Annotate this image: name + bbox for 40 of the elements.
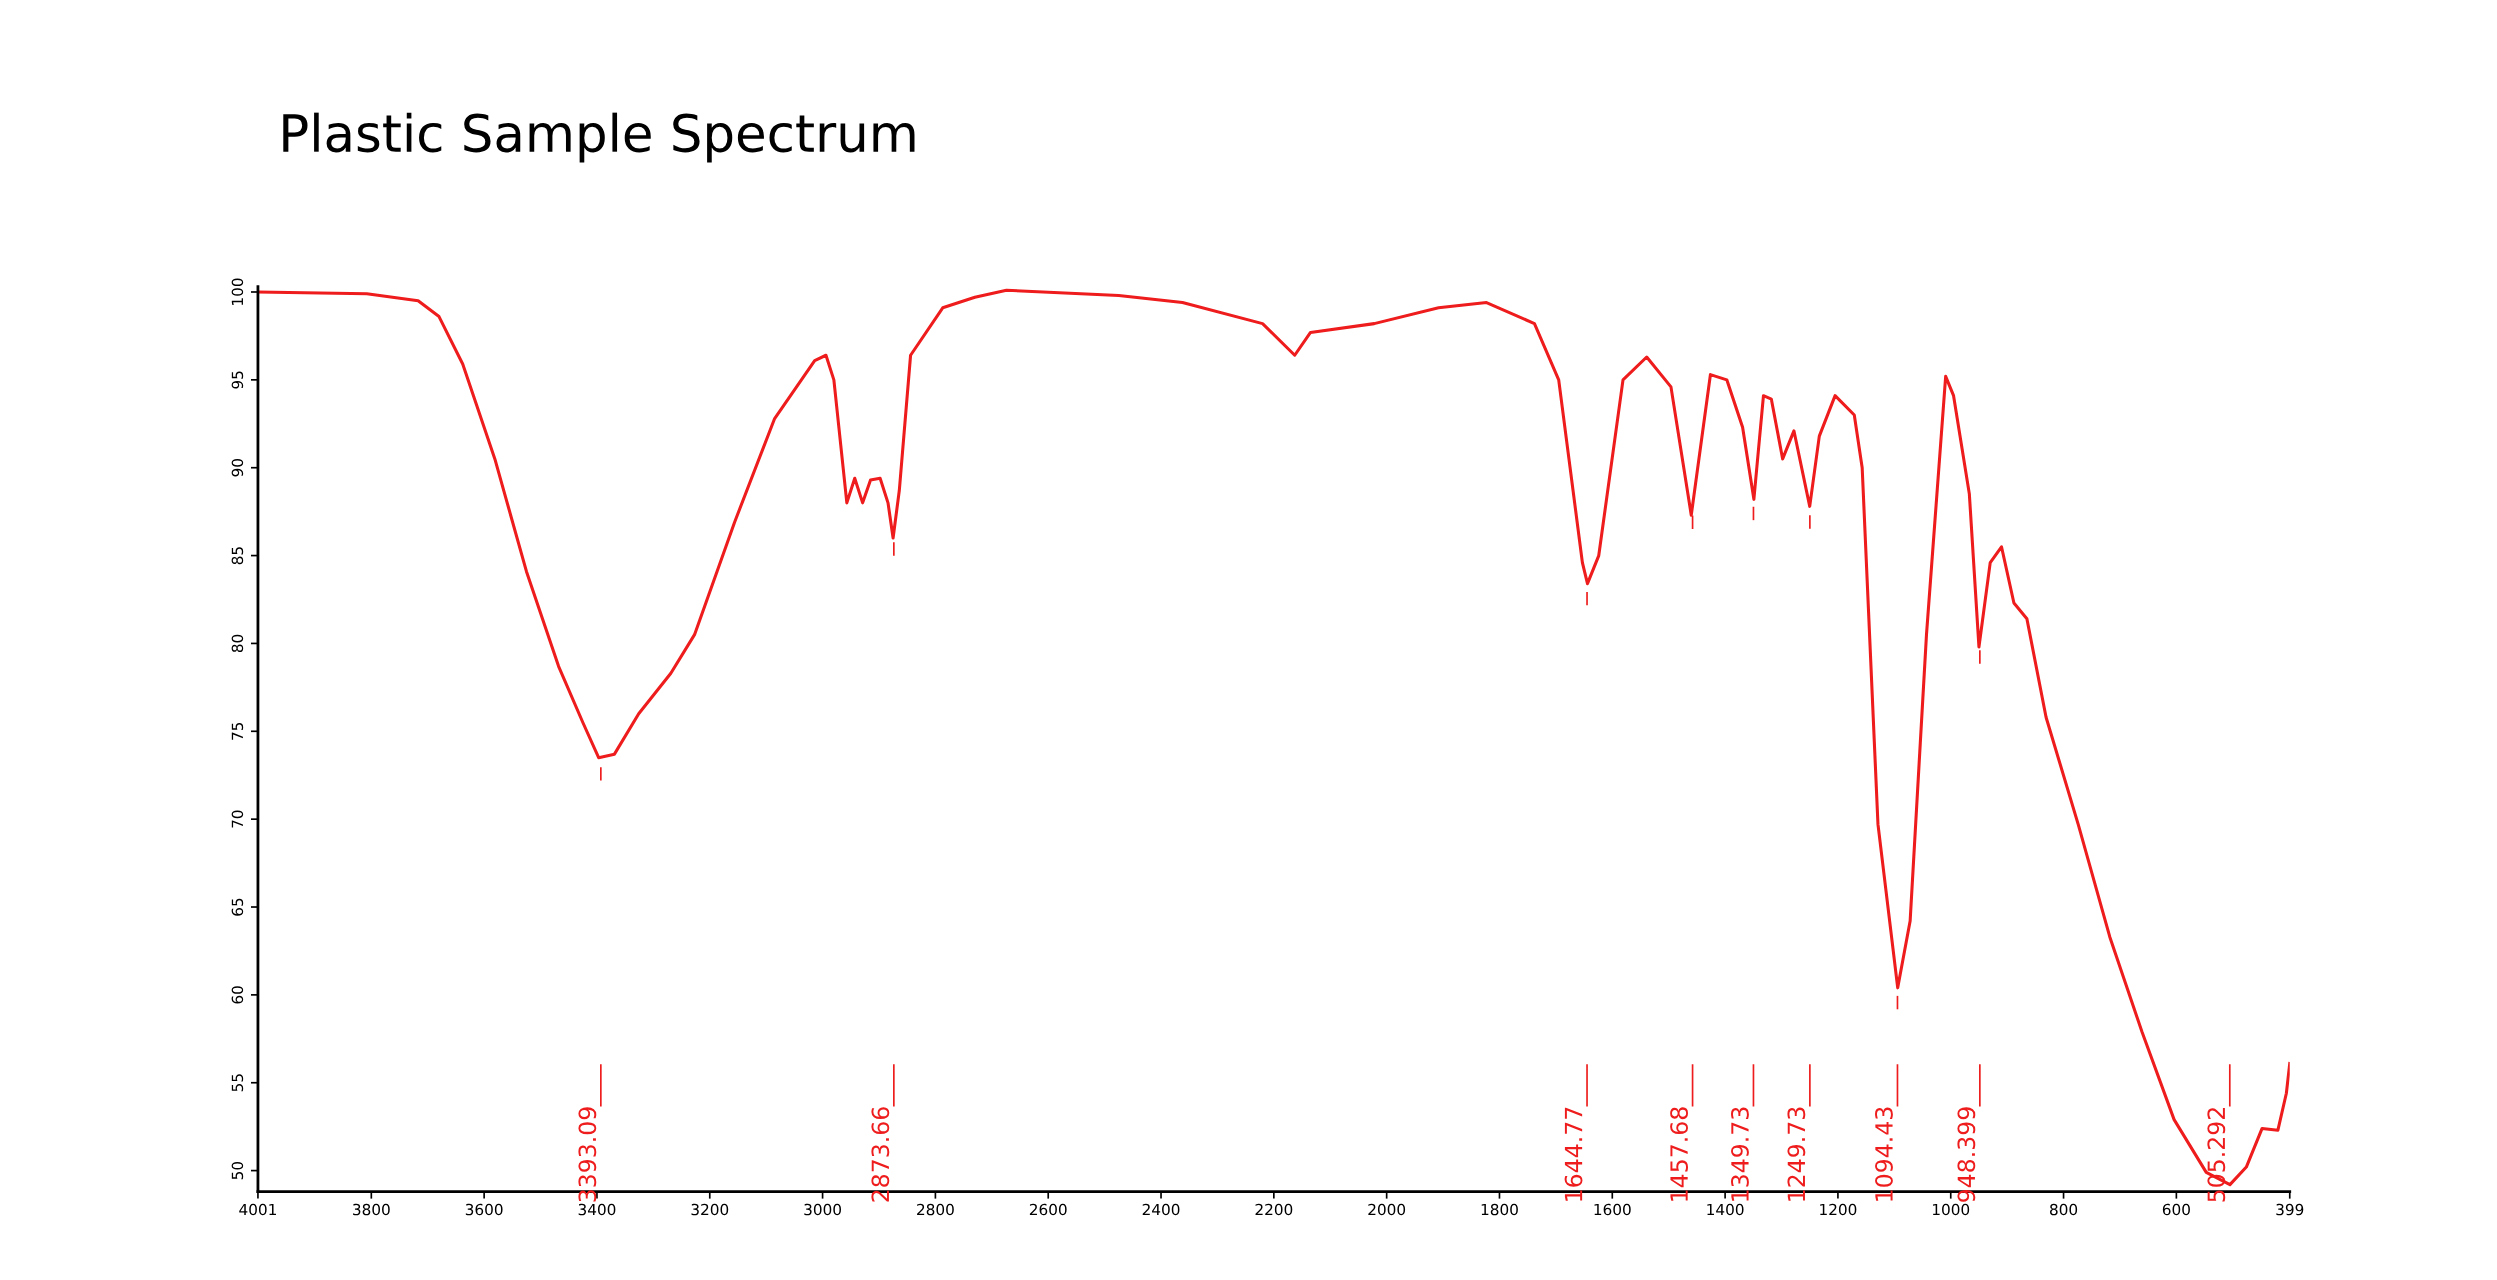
y-tick-label: 90 [231, 459, 244, 477]
ref-line-label: 1094.43 [1875, 1107, 1893, 1201]
y-tick-label: 75 [231, 722, 244, 740]
x-tick-label: 3200 [691, 1203, 729, 1216]
ref-line-label: 1249.73 [1787, 1107, 1806, 1201]
x-tick-label: 1600 [1594, 1203, 1631, 1216]
x-tick-label: 4001 [239, 1203, 276, 1216]
x-tick-label: 2200 [1255, 1203, 1293, 1216]
y-tick-label: 100 [231, 278, 244, 305]
x-tick-label: 600 [2162, 1203, 2190, 1216]
x-tick-label: 800 [2050, 1203, 2078, 1216]
x-tick-label: 2400 [1142, 1203, 1180, 1216]
y-tick-label: 50 [231, 1161, 244, 1180]
x-tick-label: 399 [2276, 1203, 2304, 1216]
x-tick-label: 2000 [1368, 1203, 1406, 1216]
y-tick-label: 80 [231, 634, 244, 653]
y-tick-label: 60 [231, 986, 244, 1004]
x-tick-label: 3800 [353, 1203, 390, 1216]
x-tick-label: 1000 [1932, 1203, 1970, 1216]
x-tick-label: 3400 [578, 1203, 616, 1216]
ref-line-label: 1349.73 [1731, 1107, 1749, 1201]
x-tick-label: 3600 [465, 1203, 503, 1216]
x-tick-label: 2800 [917, 1203, 954, 1216]
y-tick-label: 55 [231, 1074, 244, 1092]
chart-title: Plastic Sample Spectrum [283, 112, 915, 163]
x-tick-label: 1800 [1481, 1203, 1518, 1216]
y-tick-label: 70 [231, 810, 244, 828]
ref-line-label: 1644.77 [1564, 1107, 1583, 1201]
ref-line-label: 1457.68 [1670, 1107, 1688, 1201]
y-tick-label: 65 [231, 898, 244, 916]
x-tick-label: 1400 [1707, 1203, 1744, 1216]
x-tick-label: 3000 [804, 1203, 842, 1216]
x-tick-label: 1200 [1820, 1203, 1857, 1216]
y-tick-label: 85 [231, 547, 244, 565]
ref-line-label: 948.399 [1957, 1107, 1976, 1202]
x-tick-label: 2600 [1029, 1203, 1067, 1216]
ref-line-label: 2873.66 [871, 1107, 890, 1202]
ref-line-label: 505.292 [2207, 1108, 2226, 1202]
ref-line-label: 3393.09 [578, 1107, 597, 1202]
y-tick-label: 95 [231, 371, 244, 389]
